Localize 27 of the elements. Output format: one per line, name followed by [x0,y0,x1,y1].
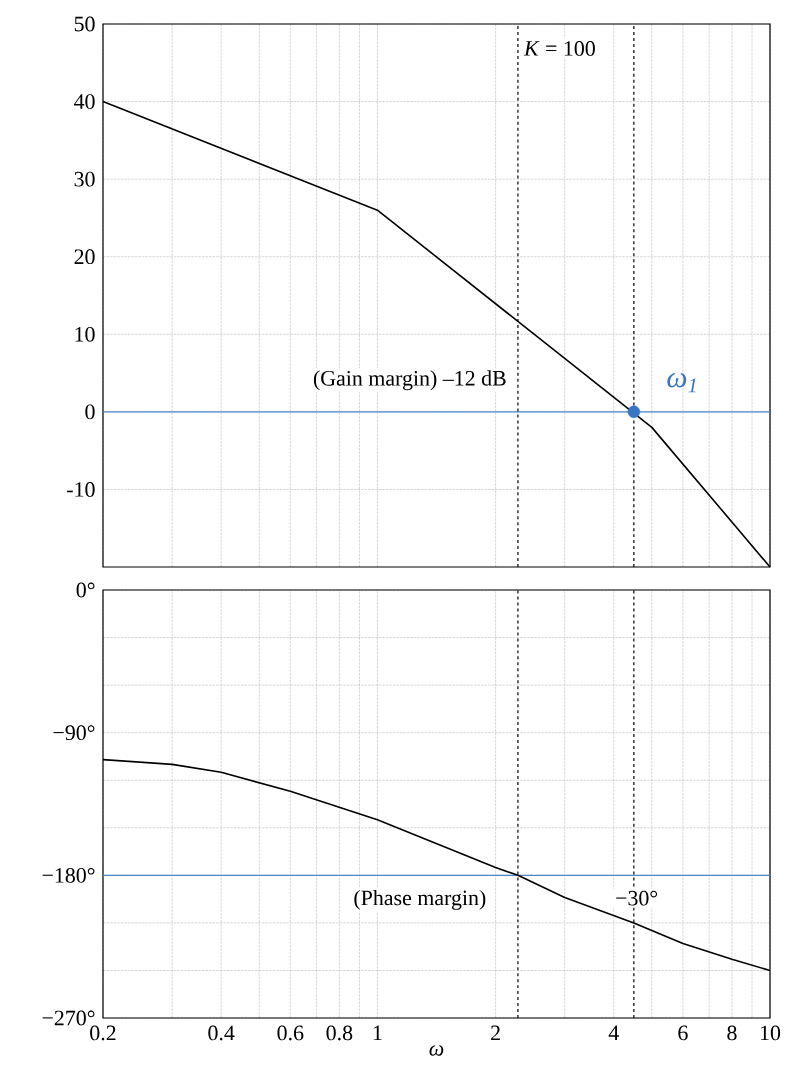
y-tick-label: −90° [53,725,95,741]
y-tick-label: 10 [75,326,95,342]
y-tick-label: 50 [74,16,95,32]
y-tick-label: 20 [74,249,95,265]
y-tick-label: −270° [42,1010,95,1026]
annotation: −30° [616,890,658,906]
x-axis-title: ω [429,1045,444,1056]
x-tick-label: 0.2 [90,1025,116,1041]
y-tick-label: 40 [74,94,95,109]
x-tick-label: 1 [373,1025,382,1040]
x-tick-label: 4 [608,1025,619,1040]
x-tick-label: 0.8 [326,1025,353,1041]
y-tick-label: -10 [67,482,95,497]
y-tick-label: 0 [85,404,95,420]
x-tick-label: 6 [678,1025,688,1041]
x-tick-label: 2 [491,1025,500,1041]
x-tick-label: 8 [727,1025,737,1041]
x-tick-label: 0.4 [208,1025,235,1041]
annotation: (Phase margin) [354,889,486,910]
x-tick-label: 10 [760,1025,781,1041]
annotation: K = 100 [523,41,595,56]
y-tick-label: 30 [74,171,95,187]
x-tick-label: 0.6 [277,1025,304,1041]
annotation: ω$_{1}$ [667,373,696,393]
y-tick-label: −180° [42,867,95,883]
y-tick-label: 0° [76,582,95,598]
annotation: (Gain margin) –12 dB [313,370,506,391]
